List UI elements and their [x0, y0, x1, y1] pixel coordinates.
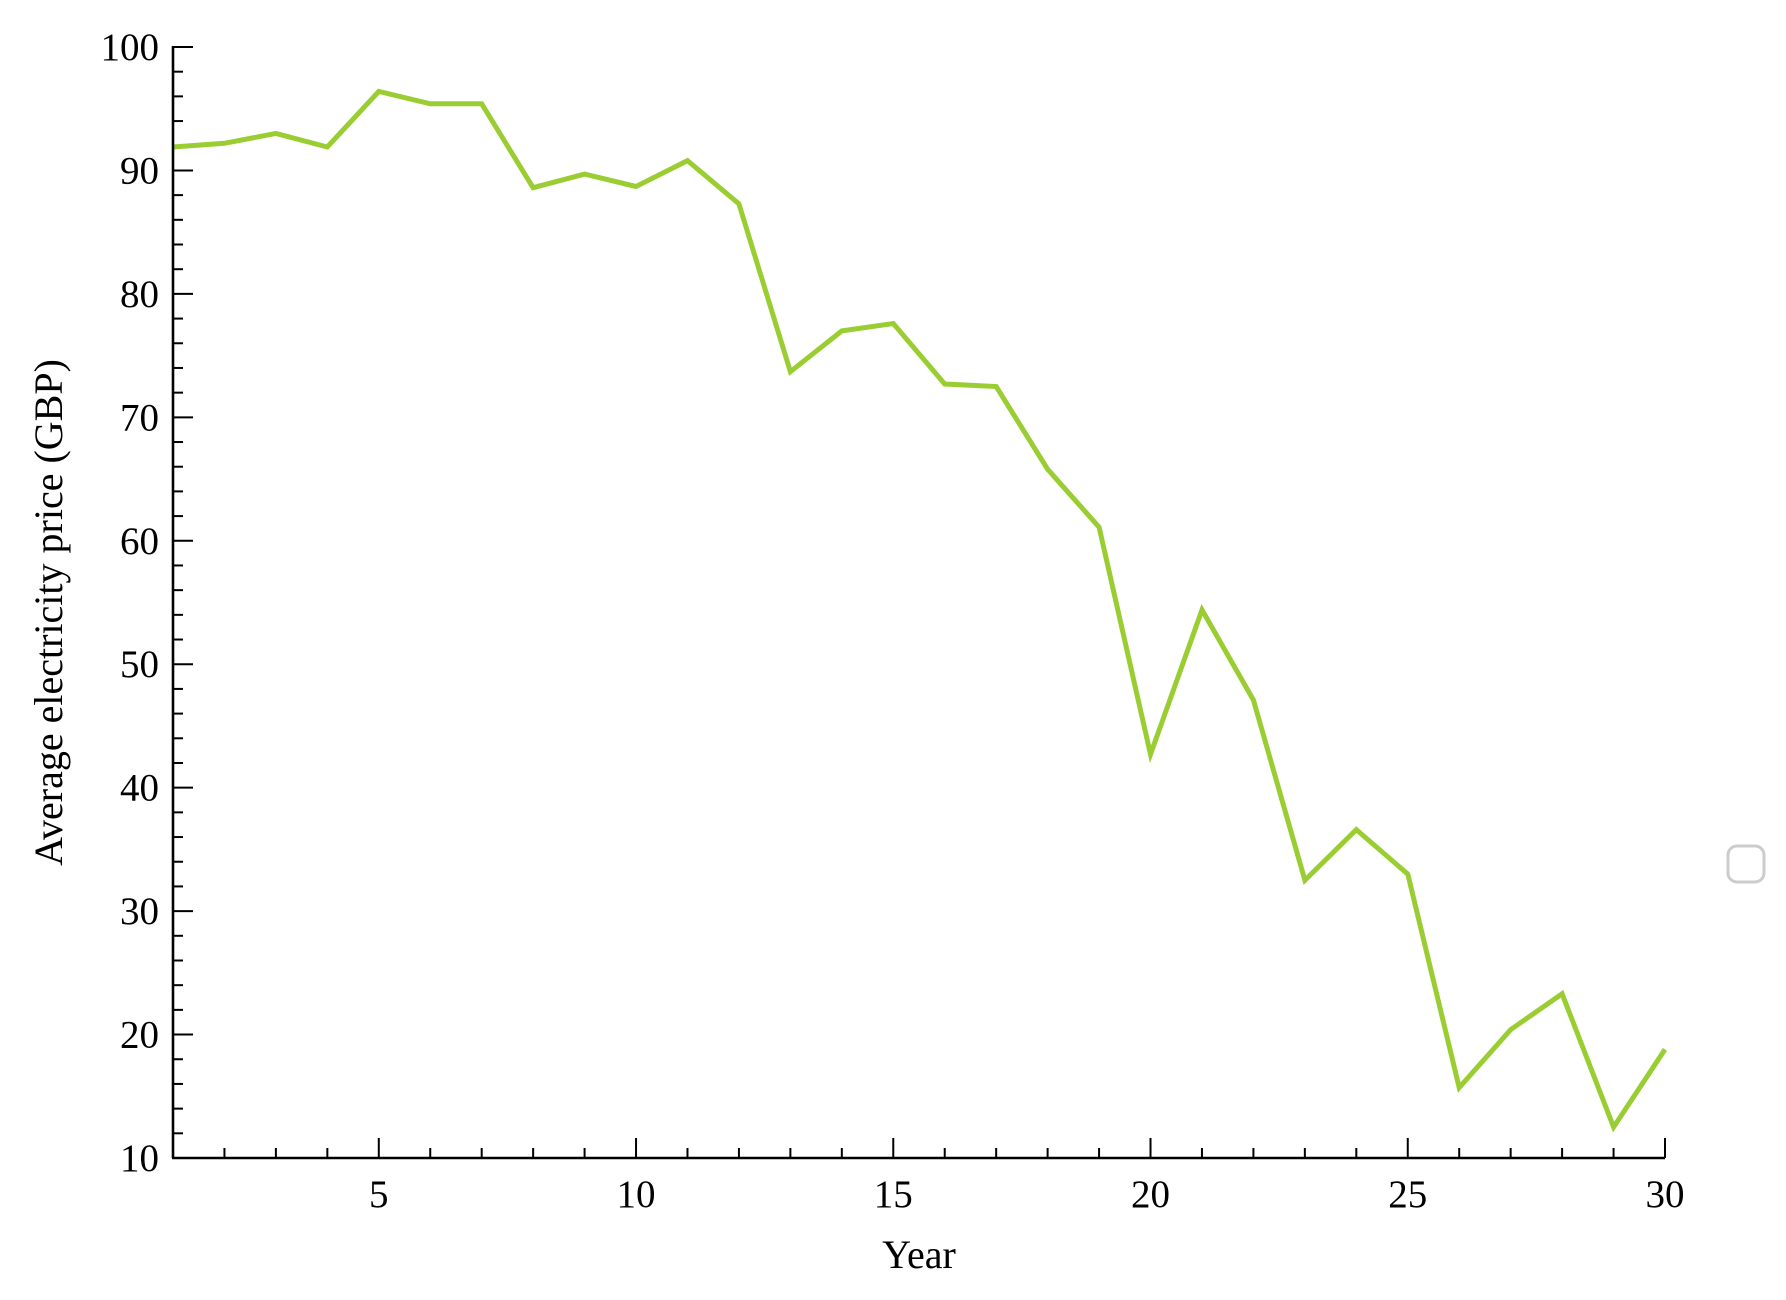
x-tick-label: 20: [1131, 1173, 1170, 1216]
data-point: [582, 172, 587, 177]
y-tick-label: 50: [120, 643, 159, 686]
data-point: [428, 101, 433, 106]
data-point: [479, 101, 484, 106]
data-point: [1045, 467, 1050, 472]
data-point: [685, 158, 690, 163]
y-tick-label: 100: [101, 26, 160, 69]
y-tick-label: 40: [120, 767, 159, 810]
data-point: [1354, 827, 1359, 832]
data-point: [942, 382, 947, 387]
data-point: [1560, 991, 1565, 996]
data-point: [1097, 525, 1102, 530]
x-tick-label: 10: [617, 1173, 656, 1216]
data-point: [222, 141, 227, 146]
y-tick-label: 70: [120, 396, 159, 439]
series-group: [172, 88, 1668, 1133]
x-tick-label: 15: [874, 1173, 913, 1216]
data-point: [531, 185, 536, 190]
minor-ticks: [172, 70, 1615, 1158]
data-point: [273, 131, 278, 136]
y-tick-label: 10: [120, 1137, 159, 1180]
x-tick-label: 25: [1388, 1173, 1427, 1216]
data-point: [994, 384, 999, 389]
data-point: [1199, 607, 1204, 612]
x-tick-label: 5: [369, 1173, 389, 1216]
data-point: [1302, 878, 1307, 883]
x-axis-title: Year: [882, 1232, 956, 1277]
data-point: [788, 369, 793, 374]
y-tick-label: 90: [120, 149, 159, 192]
x-tick-label: 30: [1646, 1173, 1685, 1216]
data-point: [1611, 1125, 1616, 1130]
y-axis-title: Average electricity price (GBP): [26, 359, 71, 866]
major-ticks: [173, 46, 1666, 1159]
data-point: [325, 144, 330, 149]
y-tick-label: 60: [120, 520, 159, 563]
data-point: [1148, 752, 1153, 757]
data-point: [1405, 872, 1410, 877]
y-tick-label: 30: [120, 890, 159, 933]
y-tick-label: 20: [120, 1014, 159, 1057]
series-line: [172, 88, 1668, 1133]
data-point: [634, 184, 639, 189]
data-point: [1663, 1047, 1668, 1052]
data-point: [839, 328, 844, 333]
data-point: [1457, 1085, 1462, 1090]
data-point: [736, 201, 741, 206]
data-point: [891, 321, 896, 326]
data-point: [1508, 1027, 1513, 1032]
tick-labels: 10 20 30 40 50 60 70 80 90 100 5 10 15 20 25 30: [101, 26, 1685, 1216]
data-point: [376, 89, 381, 94]
legend-box: [1726, 844, 1766, 884]
data-point: [1251, 698, 1256, 703]
y-tick-label: 80: [120, 273, 159, 316]
